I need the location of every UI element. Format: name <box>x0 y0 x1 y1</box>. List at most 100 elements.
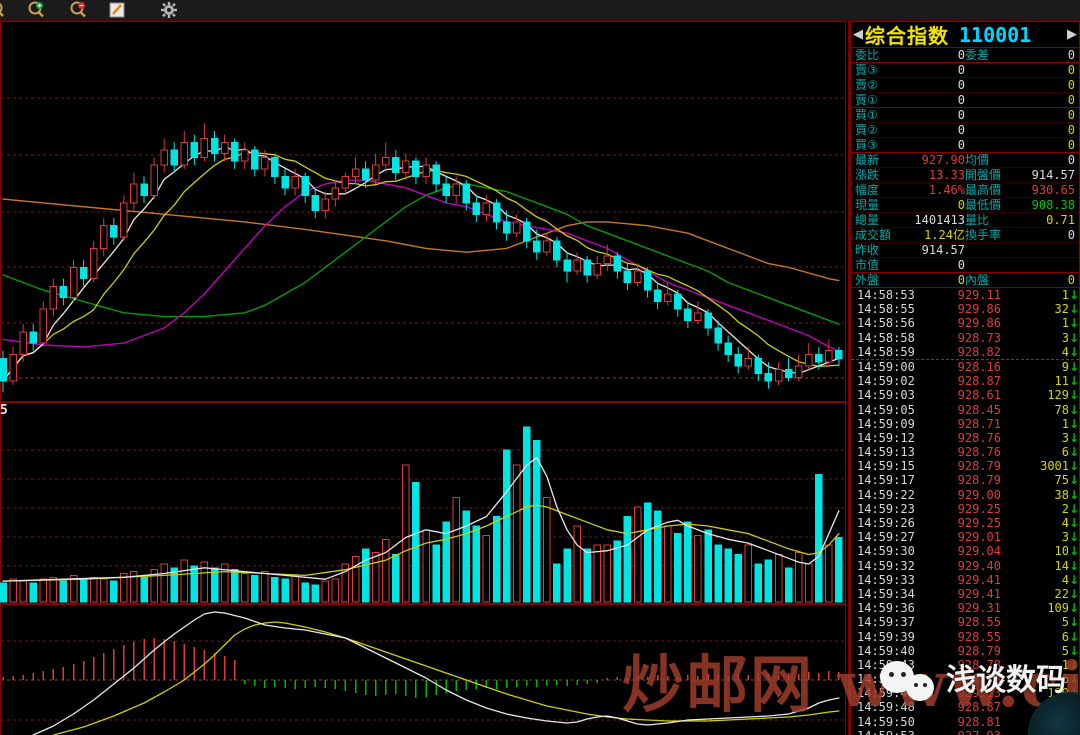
tape-row[interactable]: 14:59:15 928.79 3001 ↓ <box>851 459 1079 473</box>
tape-price: 928.55 <box>957 615 1001 630</box>
quote-row: 現量 0 最低價 908.38 <box>851 198 1079 213</box>
tape-price: 928.16 <box>957 359 1001 374</box>
macd-pane[interactable] <box>0 604 846 735</box>
label: 委比 <box>855 48 880 62</box>
tape-row[interactable]: 14:59:43 928.78 1 ↓ <box>851 658 1079 672</box>
tape-price: 928.71 <box>957 416 1001 431</box>
down-arrow-icon: ↓ <box>1069 459 1080 474</box>
tape-time: 14:59:46 <box>857 686 915 701</box>
tape-row[interactable]: 14:59:12 928.76 3 ↓ <box>851 431 1079 445</box>
value: 0 <box>957 138 965 152</box>
label: 最高價 <box>965 183 1002 197</box>
partial-magnifier-icon[interactable] <box>0 1 5 19</box>
tape-row[interactable]: 14:59:44 928.78 6 ↓ <box>851 672 1079 686</box>
tape-row[interactable]: 14:59:05 928.45 78 ↓ <box>851 403 1079 417</box>
weibi-section: 委比 0 委差 0 <box>850 48 1080 63</box>
tape-price: 929.41 <box>957 572 1001 587</box>
tape-time: 14:58:53 <box>857 288 915 302</box>
tape-price: 928.82 <box>957 344 1001 359</box>
label: 賣② <box>855 78 878 92</box>
tape-row[interactable]: 14:58:53 929.11 1 ↓ <box>851 288 1079 302</box>
tape-row[interactable]: 14:59:23 929.25 2 ↓ <box>851 502 1079 516</box>
tape-volume: 129 <box>1047 388 1069 403</box>
next-stock-arrow[interactable]: ▶ <box>1067 27 1077 42</box>
volume-pane[interactable] <box>0 402 846 604</box>
tape-row[interactable]: 14:58:55 929.86 32 ↓ <box>851 302 1079 316</box>
down-arrow-icon: ↓ <box>1069 558 1080 573</box>
down-arrow-icon: ↓ <box>1069 487 1080 502</box>
zoom-in-icon[interactable] <box>27 1 45 19</box>
tape-time: 14:58:55 <box>857 302 915 317</box>
value: 0 <box>1067 153 1075 167</box>
tape-time: 14:59:26 <box>857 516 915 530</box>
tape-volume: 109 <box>1047 601 1069 616</box>
tape-volume: 2 <box>1061 501 1069 516</box>
tape-time: 14:59:03 <box>857 388 915 403</box>
down-arrow-icon: ↓ <box>1069 572 1080 587</box>
tape-time: 14:58:59 <box>857 344 915 359</box>
tape-row[interactable]: 14:59:22 929.00 38 ↓ <box>851 488 1079 502</box>
tape-row[interactable]: 14:58:59 928.82 4 ↓ <box>851 345 1079 359</box>
tape-price: 929.40 <box>957 558 1001 573</box>
down-arrow-icon: ↓ <box>1069 615 1080 630</box>
tape-volume: 1 <box>1061 416 1069 431</box>
down-arrow-icon: ↓ <box>1069 359 1080 374</box>
tape-row[interactable]: 14:59:34 929.41 22 ↓ <box>851 587 1079 601</box>
candlestick-pane[interactable] <box>0 21 846 402</box>
tape-row[interactable]: 14:59:17 928.79 75 ↓ <box>851 473 1079 487</box>
tape-time: 14:59:53 <box>857 729 921 735</box>
tape-row[interactable]: 14:58:58 928.73 3 ↓ <box>851 331 1079 345</box>
tape-volume: 3001 <box>1040 459 1069 474</box>
tape-row[interactable]: 14:59:36 929.31 109 ↓ <box>851 601 1079 615</box>
tape-row[interactable]: 14:59:13 928.76 6 ↓ <box>851 445 1079 459</box>
tape-row[interactable]: 14:59:27 929.01 3 ↓ <box>851 530 1079 544</box>
tape-price: 928.73 <box>957 330 1001 345</box>
tape-volume: 1 <box>1061 288 1069 302</box>
down-arrow-icon: ↓ <box>1069 288 1080 302</box>
tape-time: 14:59:22 <box>857 487 915 502</box>
price-axis-label: 5 <box>0 403 8 418</box>
tape-row[interactable]: 14:59:33 929.41 4 ↓ <box>851 573 1079 587</box>
tape-row[interactable]: 14:59:37 928.55 5 ↓ <box>851 615 1079 629</box>
tape-row[interactable]: 14:59:39 928.55 6 ↓ <box>851 630 1079 644</box>
tape-time: 14:59:48 <box>857 700 915 715</box>
time-and-sales-list[interactable]: 14:58:53 929.11 1 ↓ 14:58:55 929.86 32 ↓ 14:58:5… <box>850 288 1080 735</box>
tape-row[interactable]: 14:59:03 928.61 129 ↓ <box>851 388 1079 402</box>
value: 0 <box>1067 273 1075 287</box>
tape-volume: 10 <box>1054 544 1069 559</box>
tape-row[interactable]: 14:58:56 929.86 1 ↓ <box>851 316 1079 330</box>
value: 0 <box>957 48 965 62</box>
tape-row[interactable]: 14:59:26 929.25 4 ↓ <box>851 516 1079 530</box>
tape-row[interactable]: 14:59:30 929.04 10 ↓ <box>851 544 1079 558</box>
tape-price: 928.79 <box>957 473 1001 488</box>
tape-row[interactable]: 14:59:40 928.79 5 ↓ <box>851 644 1079 658</box>
tape-row[interactable]: 14:59:02 928.87 11 ↓ <box>851 374 1079 388</box>
value: 0 <box>957 123 965 137</box>
tape-volume: 22 <box>1054 586 1069 601</box>
value: 13.33 <box>928 168 965 182</box>
tape-volume: 6 <box>1061 445 1069 460</box>
stock-code: 110001 <box>959 22 1032 47</box>
edit-icon[interactable] <box>108 1 126 19</box>
value: 914.57 <box>921 243 965 257</box>
tape-row[interactable]: 14:59:00 928.16 9 ↓ <box>851 358 1080 374</box>
tape-row[interactable]: 14:59:09 928.71 1 ↓ <box>851 417 1079 431</box>
tape-price: 928.61 <box>957 388 1001 403</box>
tape-price: 929.25 <box>957 501 1001 516</box>
prev-stock-arrow[interactable]: ◀ <box>853 27 863 42</box>
settings-gear-icon[interactable] <box>160 1 178 19</box>
ask-row: 賣② 0 0 <box>851 78 1079 93</box>
tape-row[interactable]: 14:59:32 929.40 14 ↓ <box>851 559 1079 573</box>
value: 0 <box>957 258 965 272</box>
quote-row: 幅度 1.46% 最高價 930.65 <box>851 183 1079 198</box>
tape-time: 14:59:27 <box>857 530 915 545</box>
zoom-out-icon[interactable] <box>69 1 87 19</box>
weibi-row: 委比 0 委差 0 <box>851 48 1079 62</box>
tape-volume: 3 <box>1061 330 1069 345</box>
label: 現量 <box>855 198 880 212</box>
value: 0 <box>1067 63 1075 77</box>
toolbar <box>0 0 1080 21</box>
value: 0 <box>1067 228 1075 242</box>
